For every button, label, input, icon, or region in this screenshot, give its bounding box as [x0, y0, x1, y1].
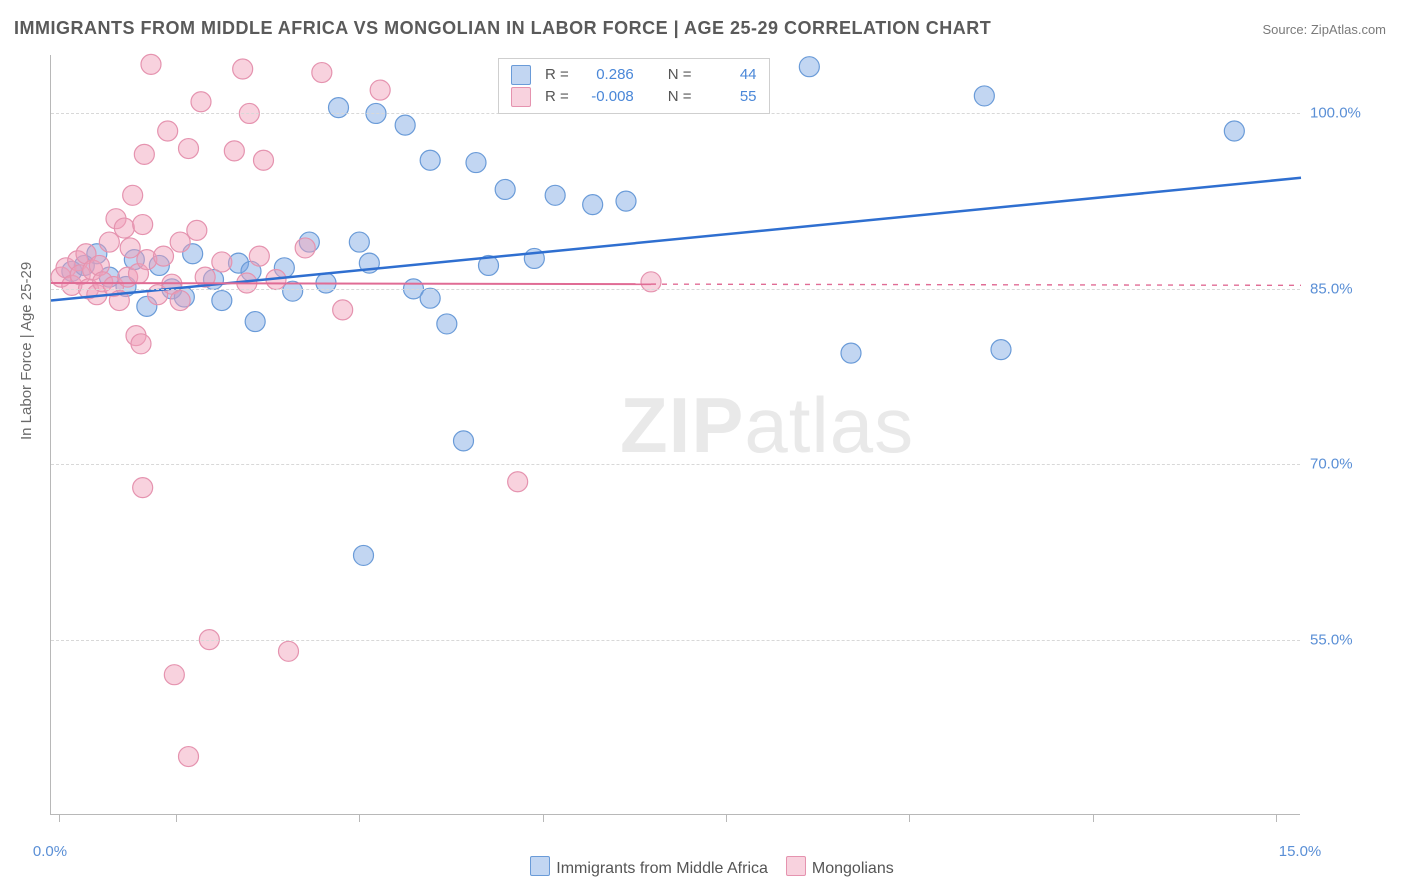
data-point-mongolians [164, 665, 184, 685]
x-tick [59, 814, 60, 822]
data-point-mongolians [370, 80, 390, 100]
gridline [51, 640, 1300, 641]
data-point-mongolians [120, 238, 140, 258]
data-point-mongolians [134, 144, 154, 164]
data-point-mongolians [254, 150, 274, 170]
data-point-africa [420, 288, 440, 308]
trend-line-dashed-mongolians [651, 284, 1301, 285]
source-attribution: Source: ZipAtlas.com [1262, 22, 1386, 37]
data-point-mongolians [187, 220, 207, 240]
legend-swatch-mongolians [511, 87, 531, 107]
legend-swatch-mongolians [786, 856, 806, 876]
y-axis-label: In Labor Force | Age 25-29 [18, 262, 35, 440]
data-point-africa [329, 98, 349, 118]
data-point-mongolians [154, 246, 174, 266]
x-tick [1093, 814, 1094, 822]
data-point-mongolians [191, 92, 211, 112]
x-tick [176, 814, 177, 822]
chart-title: IMMIGRANTS FROM MIDDLE AFRICA VS MONGOLI… [14, 18, 991, 39]
x-tick [1276, 814, 1277, 822]
data-point-africa [991, 340, 1011, 360]
data-point-mongolians [233, 59, 253, 79]
x-axis-label: 15.0% [1279, 843, 1322, 860]
x-tick [359, 814, 360, 822]
data-point-mongolians [295, 238, 315, 258]
trend-line-africa [51, 178, 1301, 301]
data-point-africa [466, 153, 486, 173]
legend-row-africa: R =0.286N =44 [511, 64, 757, 86]
data-point-mongolians [224, 141, 244, 161]
data-point-africa [799, 57, 819, 77]
data-point-africa [395, 115, 415, 135]
data-point-mongolians [114, 218, 134, 238]
data-point-mongolians [170, 291, 190, 311]
y-tick-label: 55.0% [1310, 631, 1390, 648]
data-point-mongolians [279, 641, 299, 661]
chart-svg [51, 55, 1300, 814]
series-legend: Immigrants from Middle Africa Mongolians [0, 856, 1406, 878]
y-tick-label: 85.0% [1310, 280, 1390, 297]
data-point-mongolians [179, 747, 199, 767]
y-tick-label: 70.0% [1310, 456, 1390, 473]
data-point-africa [545, 185, 565, 205]
legend-label-mongolians: Mongolians [812, 860, 894, 877]
data-point-mongolians [249, 246, 269, 266]
legend-label-africa: Immigrants from Middle Africa [556, 860, 768, 877]
correlation-legend: R =0.286N =44R =-0.008N =55 [498, 58, 770, 114]
data-point-africa [354, 545, 374, 565]
data-point-africa [349, 232, 369, 252]
gridline [51, 464, 1300, 465]
data-point-africa [420, 150, 440, 170]
x-axis-label: 0.0% [33, 843, 67, 860]
legend-row-mongolians: R =-0.008N =55 [511, 86, 757, 108]
data-point-mongolians [333, 300, 353, 320]
data-point-africa [841, 343, 861, 363]
plot-area: 55.0%70.0%85.0%100.0% [50, 55, 1300, 815]
x-tick [543, 814, 544, 822]
x-tick [726, 814, 727, 822]
y-tick-label: 100.0% [1310, 105, 1390, 122]
data-point-mongolians [133, 215, 153, 235]
data-point-africa [1224, 121, 1244, 141]
data-point-africa [245, 312, 265, 332]
legend-swatch-africa [530, 856, 550, 876]
data-point-mongolians [158, 121, 178, 141]
data-point-africa [437, 314, 457, 334]
data-point-africa [212, 291, 232, 311]
trend-line-mongolians [51, 283, 651, 284]
data-point-mongolians [141, 54, 161, 74]
data-point-mongolians [508, 472, 528, 492]
data-point-africa [454, 431, 474, 451]
data-point-mongolians [170, 232, 190, 252]
x-tick [909, 814, 910, 822]
data-point-mongolians [131, 334, 151, 354]
data-point-mongolians [133, 478, 153, 498]
data-point-africa [583, 195, 603, 215]
data-point-africa [616, 191, 636, 211]
data-point-mongolians [179, 139, 199, 159]
gridline [51, 289, 1300, 290]
legend-swatch-africa [511, 65, 531, 85]
data-point-mongolians [312, 63, 332, 83]
data-point-africa [495, 179, 515, 199]
data-point-mongolians [123, 185, 143, 205]
data-point-africa [974, 86, 994, 106]
data-point-mongolians [99, 232, 119, 252]
data-point-mongolians [212, 252, 232, 272]
